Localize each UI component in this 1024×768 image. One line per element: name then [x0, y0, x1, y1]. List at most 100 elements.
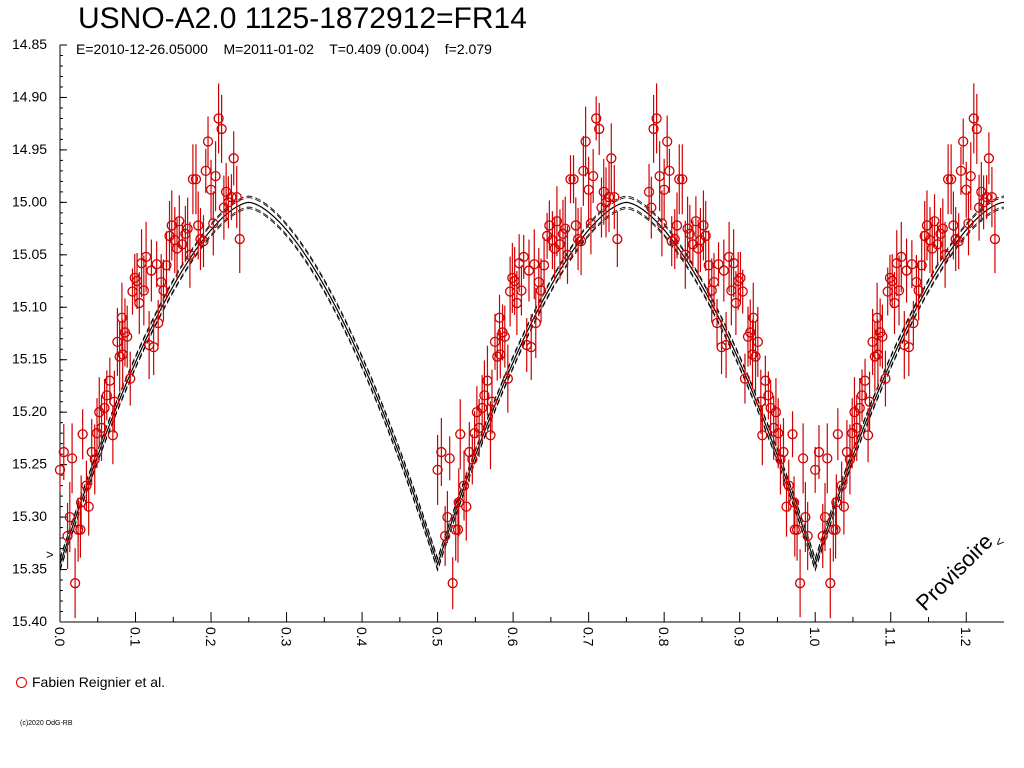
data-point [101, 390, 112, 401]
data-point [896, 251, 907, 263]
data-point [96, 422, 107, 434]
watermark-text: Provisoire [911, 529, 998, 616]
data-point [485, 430, 496, 441]
data-point [99, 402, 110, 414]
data-point [706, 285, 717, 296]
data-point [810, 464, 821, 476]
data-point [893, 285, 905, 296]
data-point [565, 174, 576, 185]
data-point [903, 341, 914, 353]
data-point [646, 202, 657, 213]
data-point [802, 530, 813, 542]
model-curve [59, 195, 1005, 560]
data-point [570, 220, 581, 231]
data-point [932, 239, 943, 250]
y-tick-label: 15.05 [12, 246, 47, 262]
data-point [77, 429, 88, 440]
data-point [872, 349, 884, 360]
data-point [458, 480, 470, 491]
data-point [560, 223, 571, 234]
data-point [518, 251, 529, 263]
data-point [750, 351, 761, 362]
data-point [234, 233, 245, 245]
data-point [440, 530, 451, 542]
data-point [461, 501, 472, 512]
data-point [81, 480, 92, 491]
data-point [939, 249, 951, 260]
data-point [836, 480, 847, 491]
x-tick-label: 0.5 [430, 627, 446, 647]
data-point [223, 197, 234, 208]
data-point [146, 265, 157, 276]
data-point [535, 285, 547, 296]
data-point [184, 249, 196, 260]
data-point [937, 223, 948, 234]
data-point [202, 136, 214, 147]
data-point [125, 373, 136, 384]
y-tick-label: 15.20 [12, 403, 47, 419]
data-point [787, 429, 798, 440]
y-tick-label: 15.40 [12, 613, 47, 629]
data-point [226, 191, 237, 203]
data-point [830, 524, 841, 535]
data-point [711, 317, 723, 329]
data-point [208, 218, 219, 229]
data-point [432, 464, 443, 476]
data-point [832, 429, 844, 440]
data-point [442, 511, 453, 523]
data-point [198, 236, 209, 247]
data-point [213, 113, 224, 124]
data-point [662, 136, 673, 147]
data-point [651, 113, 662, 124]
data-point [495, 349, 506, 360]
data-point [591, 113, 602, 124]
data-point [606, 153, 617, 164]
model-curve [59, 197, 1005, 561]
x-tick-label: 0.8 [656, 627, 672, 647]
data-point [216, 123, 227, 135]
data-point [854, 402, 865, 414]
data-point [698, 220, 709, 231]
data-point [585, 218, 597, 229]
data-point [965, 170, 976, 182]
data-point [680, 249, 691, 260]
data-point [228, 153, 239, 164]
data-point [981, 191, 992, 203]
data-point [747, 349, 758, 360]
data-point [986, 191, 998, 203]
data-point [851, 422, 862, 434]
data-point [489, 336, 501, 348]
data-point [174, 216, 185, 227]
data-point [530, 317, 541, 329]
data-point [182, 223, 193, 234]
chart-title: USNO-A2.0 1125-1872912=FR14 [78, 2, 527, 35]
data-point [813, 446, 825, 458]
data-point [768, 422, 779, 434]
data-point [687, 239, 699, 250]
data-point [554, 239, 566, 250]
data-point [62, 530, 73, 542]
x-tick-label: 0.1 [128, 627, 144, 647]
data-point [950, 233, 961, 245]
data-point [138, 285, 149, 296]
x-tick-label: 0.7 [581, 627, 597, 647]
data-point [723, 251, 735, 263]
data-point [220, 186, 232, 198]
data-point [187, 174, 199, 185]
data-point [575, 236, 587, 247]
data-point [580, 136, 591, 147]
legend-label: Fabien Reignier et al. [32, 674, 166, 690]
x-tick-label: 0.2 [203, 627, 219, 647]
data-point [921, 220, 933, 231]
data-point [916, 260, 927, 271]
data-point [978, 197, 989, 208]
y-tick-label: 15.15 [12, 351, 47, 367]
data-point [148, 341, 159, 353]
data-point [562, 249, 573, 260]
data-point [436, 446, 447, 458]
data-point [880, 373, 891, 384]
data-point [66, 453, 78, 464]
model-curve [59, 208, 1005, 572]
data-point [195, 233, 206, 245]
